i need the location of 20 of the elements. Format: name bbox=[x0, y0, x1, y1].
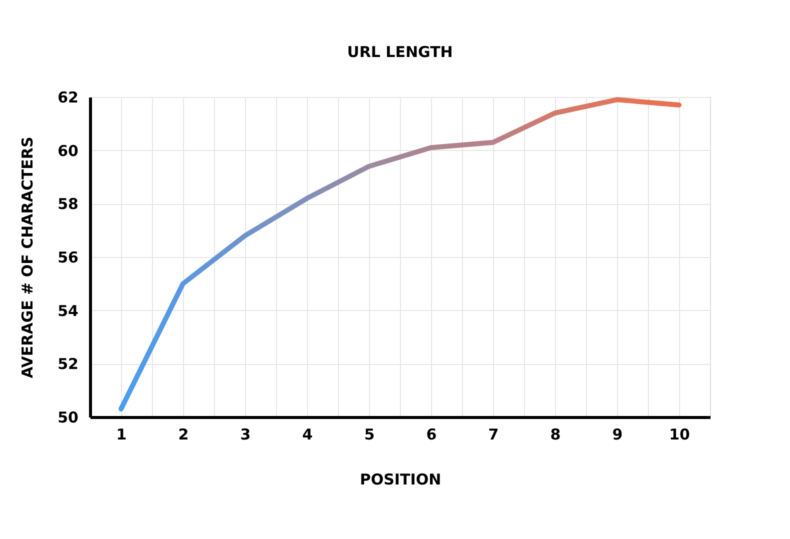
x-tick-label: 2 bbox=[178, 426, 189, 444]
chart-title: URL LENGTH bbox=[347, 43, 453, 61]
y-axis-title: AVERAGE # OF CHARACTERS bbox=[18, 136, 37, 378]
x-tick-label: 4 bbox=[302, 426, 313, 444]
x-tick-label: 8 bbox=[550, 426, 561, 444]
x-tick-label: 10 bbox=[669, 426, 690, 444]
x-tick-label: 3 bbox=[240, 426, 251, 444]
y-tick-label: 56 bbox=[58, 248, 78, 266]
y-tick-label: 58 bbox=[58, 195, 78, 214]
x-axis-title: POSITION bbox=[360, 470, 442, 488]
y-tick-label: 50 bbox=[58, 408, 78, 426]
x-tick-label: 1 bbox=[116, 426, 127, 444]
x-tick-label: 9 bbox=[612, 426, 623, 444]
x-tick-label: 6 bbox=[426, 426, 437, 444]
y-tick-label: 62 bbox=[58, 88, 78, 106]
x-tick-label: 5 bbox=[364, 426, 375, 444]
y-tick-label: 60 bbox=[58, 142, 78, 160]
y-tick-label: 52 bbox=[58, 355, 78, 374]
y-tick-label: 54 bbox=[58, 302, 78, 320]
x-tick-label: 7 bbox=[488, 426, 499, 444]
